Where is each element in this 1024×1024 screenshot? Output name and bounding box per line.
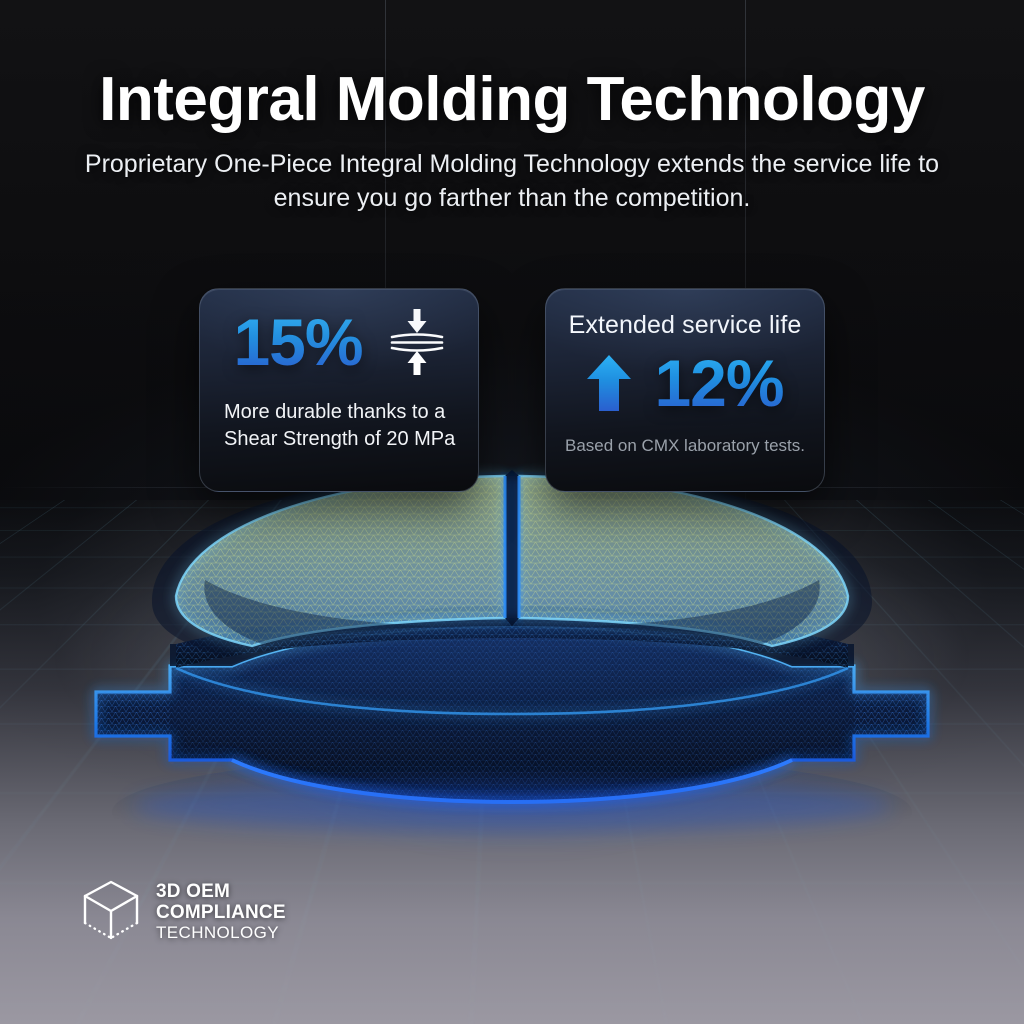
brand-logo: 3D OEM COMPLIANCE TECHNOLOGY xyxy=(80,878,286,944)
page-title: Integral Molding Technology xyxy=(99,65,925,134)
service-life-note: Based on CMX laboratory tests. xyxy=(564,436,805,455)
wall-seam-left xyxy=(385,0,386,560)
brake-pad-wireframe-3d xyxy=(94,470,930,870)
brand-logo-text: 3D OEM COMPLIANCE TECHNOLOGY xyxy=(156,882,286,941)
logo-line-2: COMPLIANCE xyxy=(156,901,286,923)
feature-cards: 15% More durable than xyxy=(0,288,1024,492)
durability-stat-value: 15% xyxy=(233,305,363,379)
durability-description: More durable thanks to a Shear Strength … xyxy=(224,401,456,451)
durability-stat-row: 15% xyxy=(200,289,478,377)
studio-wall-background xyxy=(0,0,1024,560)
logo-line-3: TECHNOLOGY xyxy=(156,922,280,942)
page-subtitle: Proprietary One-Piece Integral Molding T… xyxy=(84,150,940,213)
card-service-life: Extended service life 12% Based on CMX l… xyxy=(545,288,825,492)
service-life-stat-value: 12% xyxy=(654,346,784,420)
service-life-stat-row: 12% xyxy=(586,346,785,420)
service-life-heading: Extended service life xyxy=(568,311,802,339)
wall-seam-right xyxy=(745,0,746,560)
logo-line-1: 3D OEM xyxy=(156,880,231,902)
wireframe-cube-icon xyxy=(83,880,139,940)
compression-icon xyxy=(390,309,443,375)
header: Integral Molding Technology Proprietary … xyxy=(0,0,1024,215)
card-durability: 15% More durable than xyxy=(199,288,479,492)
hero-object xyxy=(0,430,1024,900)
arrow-up-icon xyxy=(587,355,632,411)
